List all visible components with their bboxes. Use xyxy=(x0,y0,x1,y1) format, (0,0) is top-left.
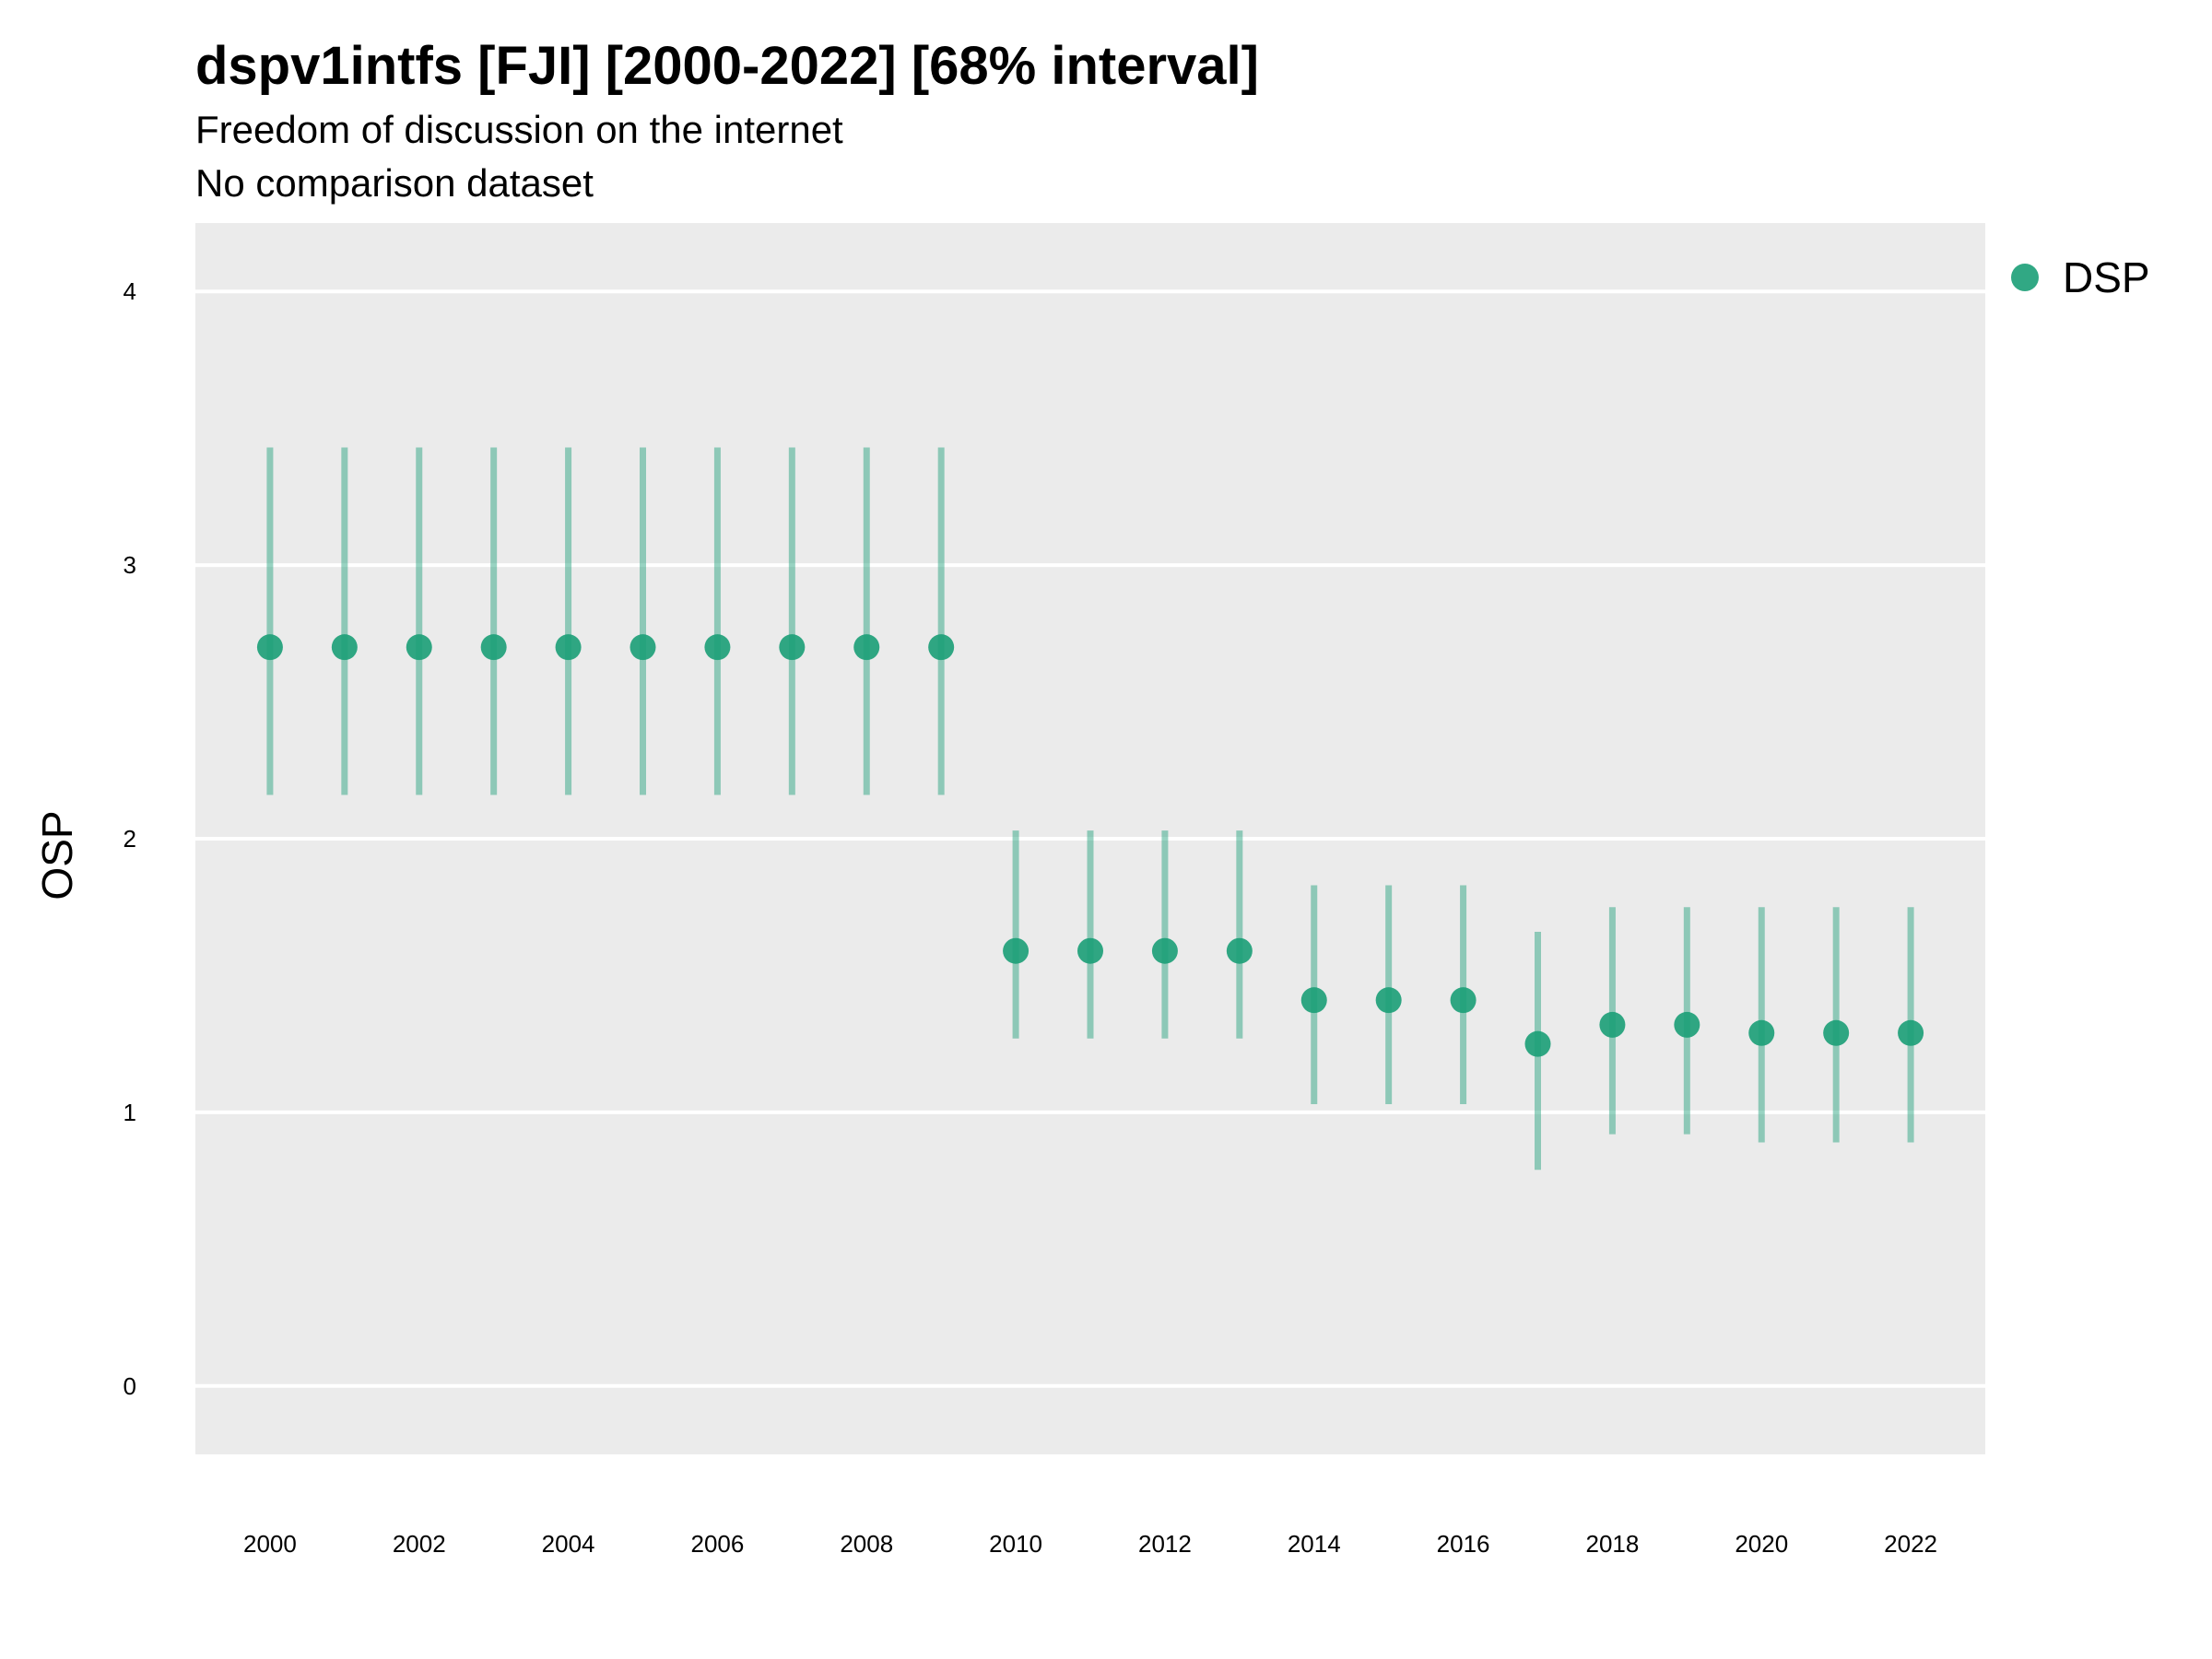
y-tick-label: 0 xyxy=(124,1372,136,1400)
grid-lines xyxy=(195,289,1985,1388)
x-tick-label: 2022 xyxy=(1884,1530,1937,1558)
y-tick-label: 3 xyxy=(124,551,136,579)
data-point xyxy=(853,634,880,661)
chart-title: dspv1intfs [FJI] [2000-2022] [68% interv… xyxy=(195,36,1259,96)
x-tick-label: 2020 xyxy=(1735,1530,1788,1558)
data-point xyxy=(928,634,955,661)
legend-label: DSP xyxy=(2063,253,2150,301)
data-point xyxy=(1599,1011,1626,1038)
data-point xyxy=(1898,1019,1924,1046)
legend: DSP xyxy=(2011,253,2150,302)
data-point xyxy=(1375,987,1402,1014)
x-tick-label: 2018 xyxy=(1585,1530,1639,1558)
chart-subtitle-comparison: No comparison dataset xyxy=(195,161,594,205)
data-points xyxy=(256,634,1924,1057)
x-tick-label: 2000 xyxy=(243,1530,297,1558)
legend-marker xyxy=(2011,264,2039,291)
chart-subtitle: Freedom of discussion on the internet xyxy=(195,108,843,151)
data-point xyxy=(1077,937,1103,964)
data-point xyxy=(480,634,507,661)
x-tick-label: 2004 xyxy=(542,1530,595,1558)
x-tick-label: 2006 xyxy=(690,1530,744,1558)
x-tick-labels: 2000 2002 2004 2006 2008 2010 2012 2014 2016 2018… xyxy=(243,1530,1937,1558)
y-tick-label: 4 xyxy=(124,277,136,305)
data-point xyxy=(331,634,358,661)
data-point xyxy=(1300,987,1327,1014)
x-tick-label: 2002 xyxy=(393,1530,446,1558)
x-tick-label: 2016 xyxy=(1437,1530,1490,1558)
data-point xyxy=(629,634,656,661)
data-point xyxy=(1524,1030,1551,1057)
data-point xyxy=(1823,1019,1850,1046)
y-tick-label: 2 xyxy=(124,825,136,853)
data-point xyxy=(1674,1011,1700,1038)
y-tick-labels: 0 1 2 3 4 xyxy=(124,277,136,1400)
error-bars xyxy=(266,447,1914,1171)
data-point xyxy=(704,634,731,661)
y-tick-label: 1 xyxy=(124,1099,136,1126)
x-tick-label: 2014 xyxy=(1288,1530,1341,1558)
data-point xyxy=(779,634,806,661)
data-point xyxy=(406,634,432,661)
data-point xyxy=(1748,1019,1775,1046)
data-point xyxy=(1003,937,1030,964)
x-tick-label: 2010 xyxy=(989,1530,1042,1558)
data-point xyxy=(1226,937,1253,964)
x-tick-label: 2008 xyxy=(840,1530,893,1558)
data-point xyxy=(256,634,283,661)
x-tick-label: 2012 xyxy=(1138,1530,1192,1558)
data-point xyxy=(555,634,582,661)
data-point xyxy=(1450,987,1477,1014)
data-point xyxy=(1151,937,1178,964)
